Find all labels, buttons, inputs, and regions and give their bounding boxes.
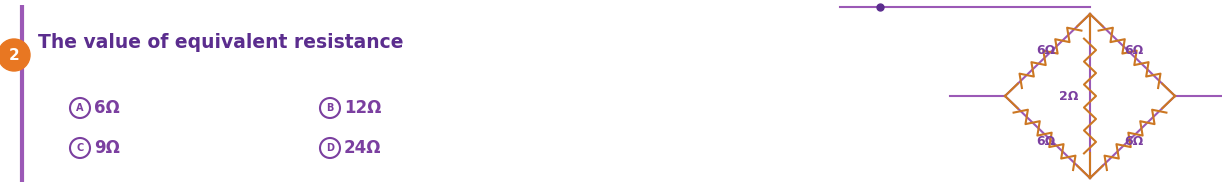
Circle shape	[0, 39, 31, 71]
Text: 2Ω: 2Ω	[1058, 90, 1078, 102]
Text: The value of equivalent resistance: The value of equivalent resistance	[38, 33, 403, 52]
Text: 6Ω: 6Ω	[1124, 135, 1144, 148]
Text: C: C	[76, 143, 83, 153]
Text: 6Ω: 6Ω	[1124, 44, 1144, 57]
Text: 6Ω: 6Ω	[1036, 135, 1056, 148]
Text: B: B	[326, 103, 334, 113]
Text: 12Ω: 12Ω	[345, 99, 381, 117]
Text: 24Ω: 24Ω	[345, 139, 381, 157]
Text: 2: 2	[9, 48, 20, 62]
Text: 6Ω: 6Ω	[1036, 44, 1056, 57]
Text: 9Ω: 9Ω	[94, 139, 120, 157]
Text: A: A	[76, 103, 84, 113]
Text: D: D	[326, 143, 334, 153]
Text: 6Ω: 6Ω	[94, 99, 120, 117]
